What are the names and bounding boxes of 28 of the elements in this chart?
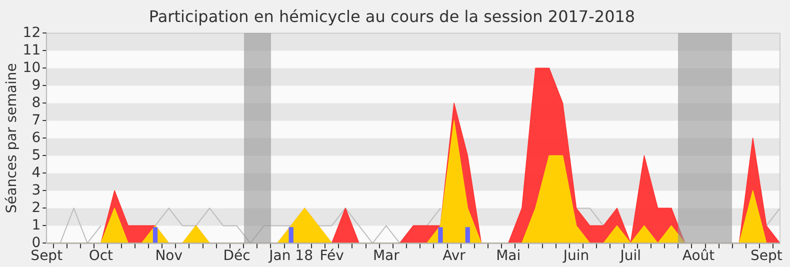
y-tick-label: 0 xyxy=(32,234,41,251)
x-tick-label: Avr xyxy=(442,248,466,264)
x-tick-label: Nov xyxy=(155,248,183,264)
y-tick-label: 12 xyxy=(22,24,41,41)
x-tick-label: Sept xyxy=(750,248,783,264)
y-tick-label: 10 xyxy=(22,60,41,76)
y-tick-label: 3 xyxy=(32,182,41,198)
x-tick-label: Sept xyxy=(30,248,64,264)
x-tick-label: Déc xyxy=(223,248,250,264)
y-axis-title: Séances par semaine xyxy=(4,63,20,214)
x-tick-label: Fév xyxy=(320,248,344,264)
y-tick-label: 5 xyxy=(32,147,41,164)
x-tick-label: Juil xyxy=(619,248,641,264)
x-tick-label: Août xyxy=(682,248,716,264)
x-tick-label: Jan 18 xyxy=(268,248,314,264)
y-tick-label: 7 xyxy=(32,112,41,128)
chart-title: Participation en hémicycle au cours de la session 2017-2018 xyxy=(148,6,636,26)
x-tick-label: Mar xyxy=(372,248,400,264)
x-tick-label: Mai xyxy=(496,248,521,264)
x-tick-label: Oct xyxy=(88,248,114,264)
y-tick-label: 2 xyxy=(32,200,41,216)
y-tick-label: 11 xyxy=(22,42,41,58)
x-tick-label: Juin xyxy=(562,248,590,264)
y-tick-label: 6 xyxy=(32,130,41,146)
y-tick-label: 4 xyxy=(32,164,41,181)
y-tick-label: 9 xyxy=(32,77,41,94)
y-tick-label: 8 xyxy=(32,94,41,111)
y-tick-label: 1 xyxy=(32,217,41,234)
